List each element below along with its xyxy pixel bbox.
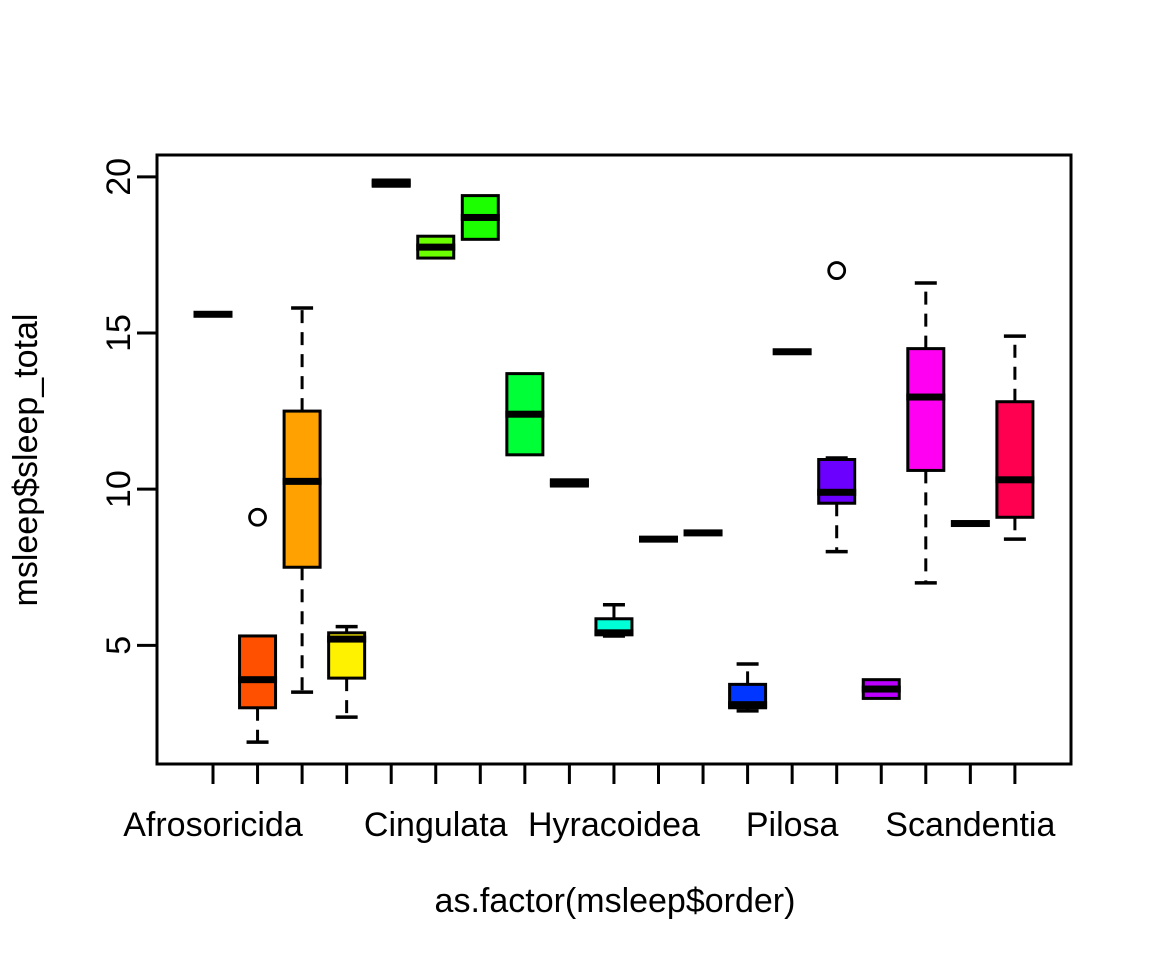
x-tick-label: Pilosa xyxy=(746,806,839,844)
box-group-15-outlier-point xyxy=(827,261,847,280)
box-group-19-box xyxy=(995,400,1035,519)
x-axis-title: as.factor(msleep$order) xyxy=(434,882,796,920)
box-group-9-median xyxy=(549,479,589,487)
box-group-2-box xyxy=(238,634,278,710)
box-group-12-median xyxy=(683,529,723,537)
y-tick-label: 15 xyxy=(100,314,138,352)
box-group-13-median xyxy=(728,701,768,709)
box-group-10-median xyxy=(594,629,634,637)
x-tick-label: Cingulata xyxy=(364,806,508,844)
box-group-11-median xyxy=(639,535,678,543)
box-group-8-median xyxy=(505,410,545,418)
x-tick-label: Scandentia xyxy=(885,806,1055,844)
y-tick-label: 10 xyxy=(100,470,138,508)
y-tick-label: 20 xyxy=(100,158,138,196)
x-tick-label: Hyracoidea xyxy=(528,806,700,844)
box-group-2-median xyxy=(238,676,278,684)
box-group-7-median xyxy=(460,213,500,221)
box-group-19-median xyxy=(995,476,1035,484)
box-group-15-box xyxy=(817,458,857,505)
box-group-14-median xyxy=(772,348,812,356)
box-group-6-median xyxy=(416,243,456,251)
box-group-3-box xyxy=(282,409,322,569)
box-group-17-box xyxy=(906,347,946,472)
box-group-18-median xyxy=(950,520,990,528)
x-tick-label: Afrosoricida xyxy=(123,806,303,844)
box-group-15-median xyxy=(817,488,857,496)
box-group-1-median xyxy=(193,310,233,318)
box-group-5-median xyxy=(371,179,411,187)
box-group-4-median xyxy=(327,635,367,643)
box-group-17-median xyxy=(906,393,946,401)
box-group-2-outlier-point xyxy=(248,507,267,527)
box-group-3-median xyxy=(282,477,322,485)
y-axis-title: msleep$sleep_total xyxy=(7,313,45,607)
box-group-16-median xyxy=(861,685,901,693)
y-tick-label: 5 xyxy=(100,636,138,655)
